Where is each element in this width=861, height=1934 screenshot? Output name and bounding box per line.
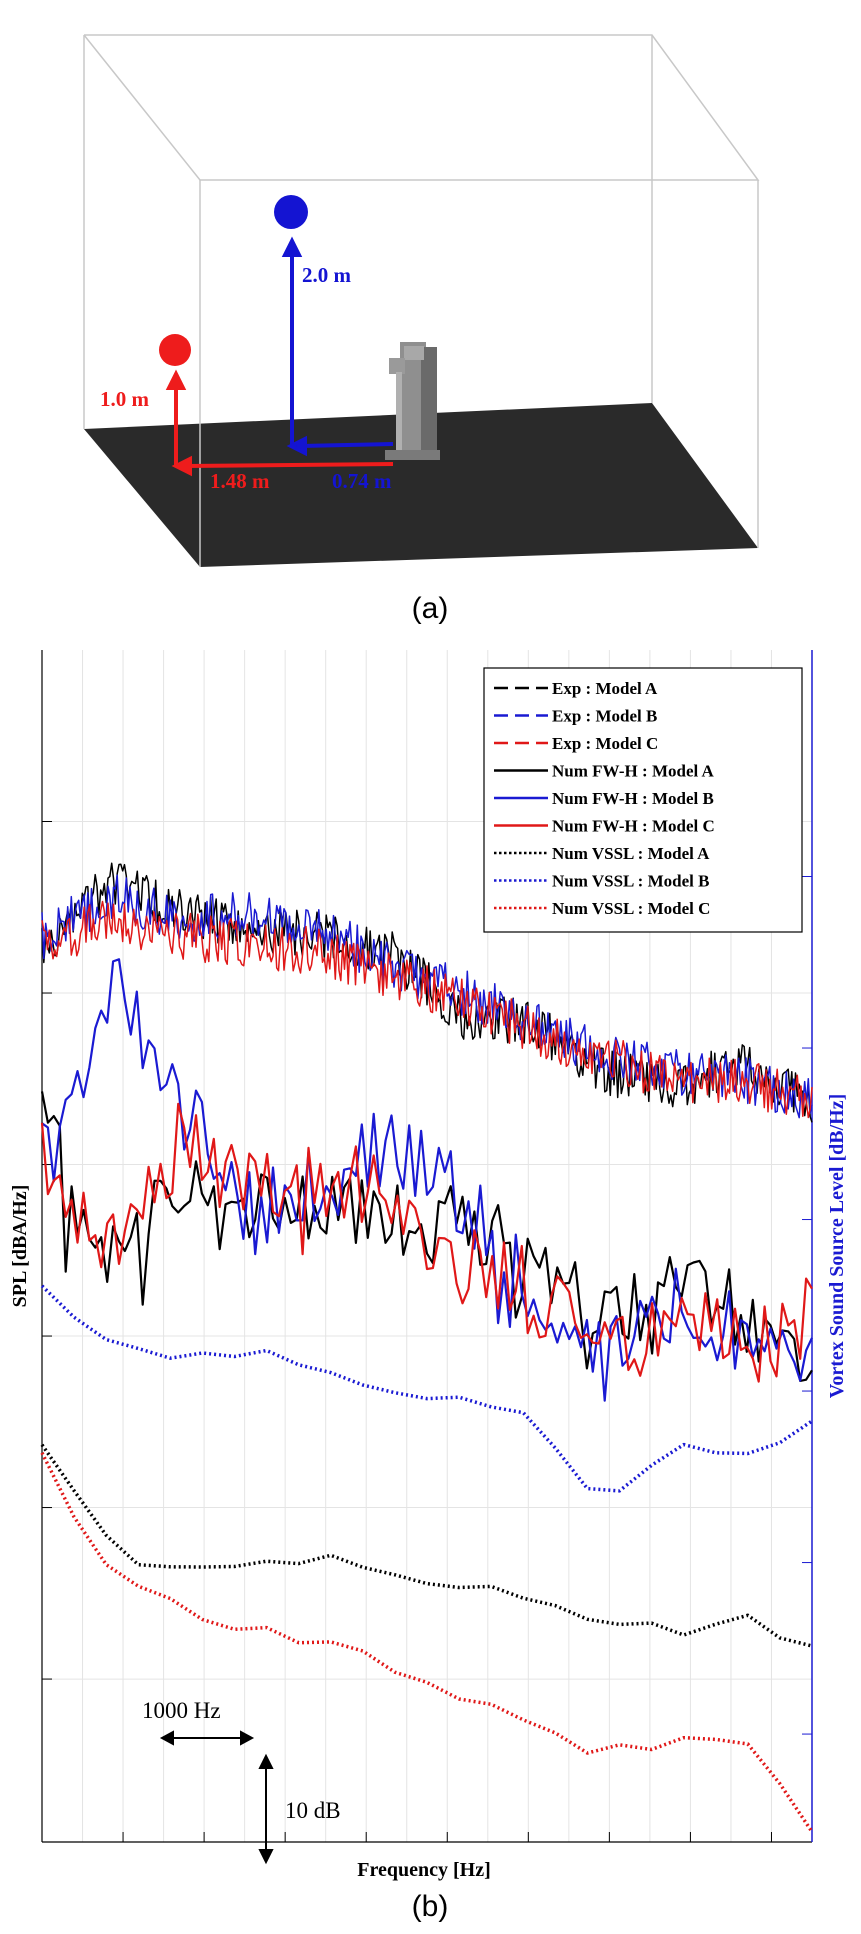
red-height-label: 1.0 m xyxy=(100,387,150,411)
series-line-exp-model-b xyxy=(41,874,813,1119)
level-scale-bar xyxy=(258,1753,274,1865)
freq-scale-bar xyxy=(159,1730,255,1746)
x-axis-label: Frequency [Hz] xyxy=(357,1859,491,1881)
series-line-num-vssl-model-b xyxy=(40,1284,813,1493)
enclosure-box xyxy=(83,34,760,567)
legend-label: Exp : Model B xyxy=(552,707,657,726)
red-distance-label: 1.48 m xyxy=(210,469,270,493)
series-line-num-fw-h-model-c xyxy=(40,1102,813,1383)
freq-scale-label: 1000 Hz xyxy=(142,1698,221,1723)
legend-box xyxy=(483,667,803,933)
red-measurement-arrows xyxy=(165,369,394,477)
legend-label: Num FW-H : Model C xyxy=(552,817,715,836)
series-line-num-vssl-model-a xyxy=(40,1443,813,1648)
legend-label: Num FW-H : Model A xyxy=(552,762,715,781)
legend-label: Num FW-H : Model B xyxy=(552,789,714,808)
series-line-num-vssl-model-c xyxy=(40,1452,814,1833)
series-line-num-fw-h-model-b xyxy=(41,958,813,1402)
blue-microphone-point xyxy=(274,195,308,229)
caption-a: (a) xyxy=(411,592,449,625)
blue-distance-label: 0.74 m xyxy=(332,469,392,493)
series-layer xyxy=(40,862,814,1833)
legend-label: Num VSSL : Model C xyxy=(552,899,710,918)
series-line-num-fw-h-model-a xyxy=(40,1091,813,1383)
level-scale-label: 10 dB xyxy=(285,1798,341,1823)
axis-ticks xyxy=(42,821,812,1842)
device-model xyxy=(385,342,440,460)
blue-measurement-arrows xyxy=(281,236,394,457)
legend: Exp : Model A Exp : Model B Exp : Model C N… xyxy=(483,667,803,933)
setup-diagram: 1.0 m 2.0 m 1.48 m 0.74 m xyxy=(83,34,760,567)
red-microphone-point xyxy=(159,334,191,366)
legend-label: Num VSSL : Model A xyxy=(552,844,710,863)
legend-label: Exp : Model A xyxy=(552,679,658,698)
y-axis-label: SPL [dBA/Hz] xyxy=(9,1185,31,1308)
legend-label: Num VSSL : Model B xyxy=(552,872,709,891)
floor-plane xyxy=(84,403,758,567)
series-line-exp-model-c xyxy=(41,900,813,1119)
legend-label: Exp : Model C xyxy=(552,734,658,753)
blue-height-label: 2.0 m xyxy=(302,263,352,287)
caption-b: (b) xyxy=(411,1890,449,1923)
y-axis-right-label: Vortex Sound Source Level [dB/Hz] xyxy=(826,1094,848,1398)
